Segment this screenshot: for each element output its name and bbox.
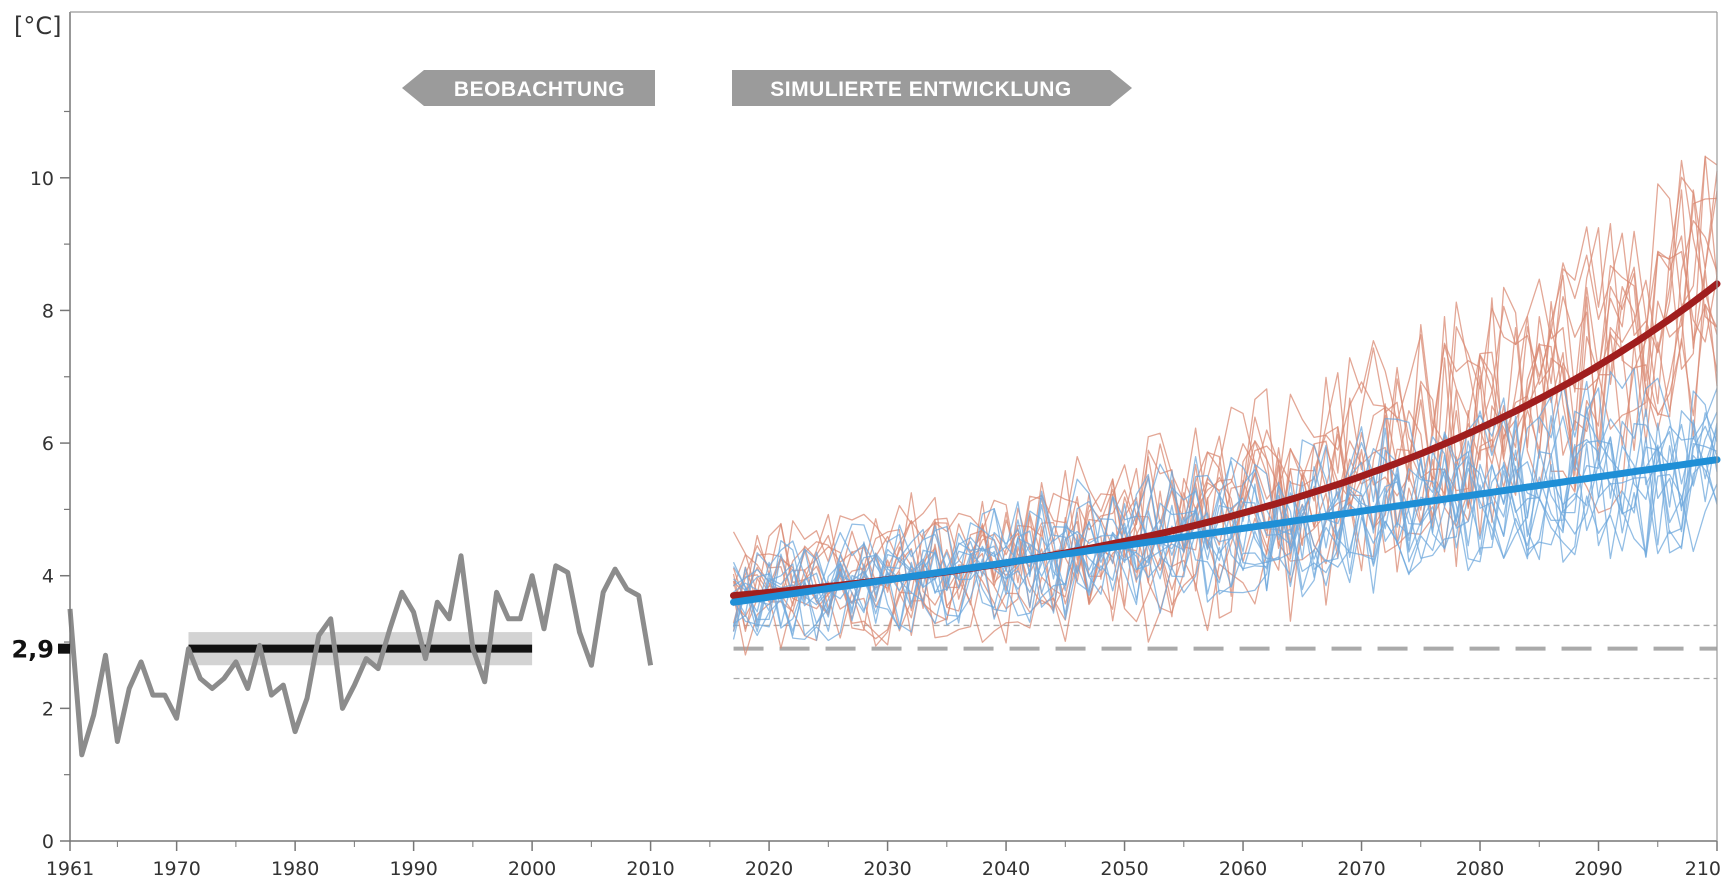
x-tick-label: 1980 <box>271 858 319 880</box>
y-tick-label: 4 <box>42 566 54 588</box>
ensemble-run <box>732 395 1718 621</box>
y-unit-label: [°C] <box>14 12 61 40</box>
y-tick-label: 8 <box>42 300 54 322</box>
simulation-banner <box>732 70 1132 106</box>
x-tick-label: 2060 <box>1219 858 1267 880</box>
observation-line <box>67 553 654 758</box>
x-tick-label: 2070 <box>1337 858 1385 880</box>
y-tick-label: 2 <box>42 698 54 720</box>
x-tick-label: 2020 <box>745 858 793 880</box>
ensemble-runs <box>732 155 1718 656</box>
ensemble-run <box>733 367 1718 612</box>
ensemble-run <box>732 410 1718 632</box>
ensemble-run <box>733 269 1718 649</box>
x-tick-label: 210 <box>1685 858 1721 880</box>
ensemble-run <box>732 377 1718 616</box>
x-tick-label: 2090 <box>1574 858 1622 880</box>
observation-banner-label: BEOBACHTUNG <box>454 78 625 101</box>
period-banners: BEOBACHTUNG SIMULIERTE ENTWICKLUNG <box>402 70 1132 106</box>
ensemble-run <box>732 464 1718 640</box>
ensemble-run <box>732 159 1718 595</box>
y-tick-label: 0 <box>42 831 54 853</box>
x-tick-label: 1990 <box>389 858 437 880</box>
baseline-value-label: 2,9 <box>11 636 54 664</box>
y-tick-label: 10 <box>30 168 54 190</box>
scenario-trend-lines <box>730 280 1721 606</box>
x-tick-label: 1961 <box>46 858 94 880</box>
baseline-marker <box>58 643 70 654</box>
trend-line-low <box>730 456 1721 606</box>
x-tick-label: 2080 <box>1456 858 1504 880</box>
simulation-banner-label: SIMULIERTE ENTWICKLUNG <box>770 78 1071 101</box>
baseline-period <box>188 632 533 666</box>
observation-banner <box>402 70 655 106</box>
x-tick-label: 2040 <box>982 858 1030 880</box>
ensemble-run <box>732 408 1718 632</box>
axes: 0 2 4 6 8 10 [°C] 1961 1970 1980 1990 2000 2010 2020 2… <box>11 11 1721 880</box>
x-tick-label: 2010 <box>626 858 674 880</box>
x-tick-label: 1970 <box>152 858 200 880</box>
x-tick-label: 2050 <box>1100 858 1148 880</box>
x-tick-label: 2030 <box>863 858 911 880</box>
ensemble-run <box>732 219 1718 640</box>
x-tick-label: 2000 <box>508 858 556 880</box>
y-tick-label: 6 <box>42 433 54 455</box>
ensemble-run <box>732 176 1718 599</box>
observation-series <box>67 553 654 758</box>
